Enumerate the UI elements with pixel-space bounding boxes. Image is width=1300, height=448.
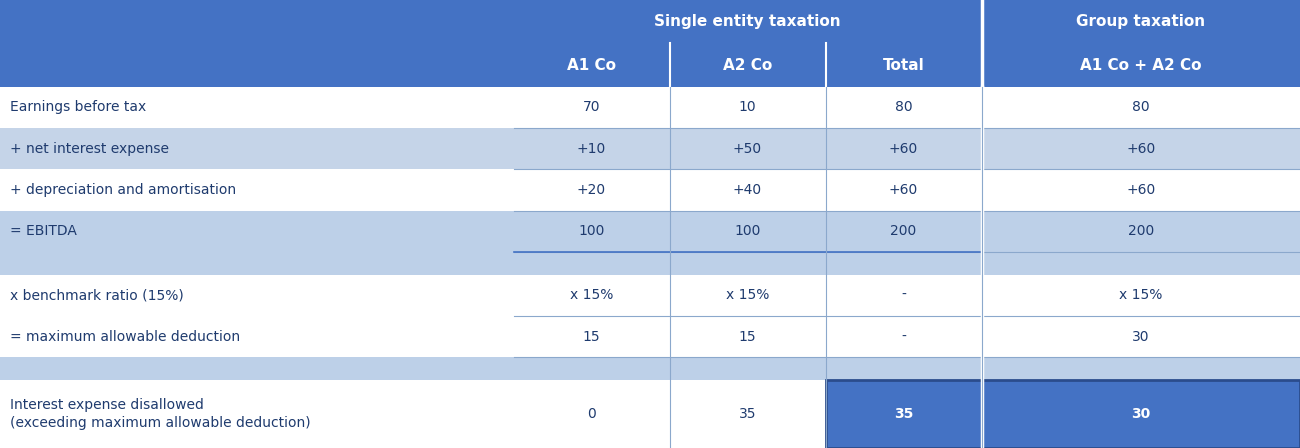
Bar <box>670 169 826 211</box>
Bar <box>982 316 1300 357</box>
Bar <box>826 275 982 316</box>
Bar <box>982 169 1300 211</box>
Text: x 15%: x 15% <box>1119 288 1162 302</box>
Bar <box>826 128 982 169</box>
Text: 200: 200 <box>891 224 916 238</box>
Text: 0: 0 <box>588 407 595 421</box>
Bar <box>982 128 1300 169</box>
Text: 100: 100 <box>734 224 760 238</box>
Text: +60: +60 <box>889 142 918 155</box>
Bar <box>514 128 670 169</box>
Text: + net interest expense: + net interest expense <box>10 142 169 155</box>
Text: = EBITDA: = EBITDA <box>10 224 77 238</box>
Bar <box>670 128 826 169</box>
Text: 35: 35 <box>894 407 913 421</box>
Bar <box>826 211 982 252</box>
Bar <box>826 252 982 275</box>
Bar <box>0 87 514 128</box>
Bar <box>826 380 982 448</box>
Text: A2 Co: A2 Co <box>723 57 772 73</box>
Bar <box>982 380 1300 448</box>
Bar <box>670 87 826 128</box>
Text: x 15%: x 15% <box>725 288 770 302</box>
Bar <box>982 357 1300 380</box>
Text: + depreciation and amortisation: + depreciation and amortisation <box>10 183 237 197</box>
Text: 100: 100 <box>578 224 604 238</box>
Text: 30: 30 <box>1132 330 1149 344</box>
Text: 30: 30 <box>1131 407 1150 421</box>
Bar <box>0 316 514 357</box>
Text: A1 Co + A2 Co: A1 Co + A2 Co <box>1080 57 1201 73</box>
Text: 80: 80 <box>1132 100 1149 114</box>
Text: +40: +40 <box>733 183 762 197</box>
Text: -: - <box>901 288 906 302</box>
Bar <box>514 275 670 316</box>
Bar <box>670 357 826 380</box>
Bar <box>514 211 670 252</box>
Text: Total: Total <box>883 57 924 73</box>
Text: A1 Co: A1 Co <box>567 57 616 73</box>
Text: 70: 70 <box>582 100 601 114</box>
Text: Earnings before tax: Earnings before tax <box>10 100 147 114</box>
Bar <box>0 128 514 169</box>
Text: = maximum allowable deduction: = maximum allowable deduction <box>10 330 240 344</box>
Bar <box>670 316 826 357</box>
Bar <box>514 357 670 380</box>
Text: Group taxation: Group taxation <box>1076 14 1205 29</box>
Bar <box>0 380 514 448</box>
Bar <box>514 380 670 448</box>
Bar <box>514 316 670 357</box>
Text: 80: 80 <box>894 100 913 114</box>
Text: 15: 15 <box>738 330 757 344</box>
Bar <box>0 43 1300 87</box>
Bar <box>0 0 1300 43</box>
Text: +60: +60 <box>1126 183 1156 197</box>
Bar <box>0 211 514 252</box>
Text: x benchmark ratio (15%): x benchmark ratio (15%) <box>10 288 185 302</box>
Bar <box>826 316 982 357</box>
Text: Interest expense disallowed
(exceeding maximum allowable deduction): Interest expense disallowed (exceeding m… <box>10 398 311 430</box>
Bar <box>670 275 826 316</box>
Text: 10: 10 <box>738 100 757 114</box>
Bar <box>982 275 1300 316</box>
Text: +60: +60 <box>1126 142 1156 155</box>
Text: 15: 15 <box>582 330 601 344</box>
Bar <box>826 357 982 380</box>
Text: +60: +60 <box>889 183 918 197</box>
Bar <box>514 252 670 275</box>
Bar <box>982 211 1300 252</box>
Bar <box>670 380 826 448</box>
Bar <box>0 169 514 211</box>
Bar <box>826 380 1300 448</box>
Text: +10: +10 <box>577 142 606 155</box>
Bar <box>514 169 670 211</box>
Bar <box>670 252 826 275</box>
Bar <box>0 275 514 316</box>
Bar <box>514 87 670 128</box>
Text: +50: +50 <box>733 142 762 155</box>
Bar <box>0 357 514 380</box>
Text: 200: 200 <box>1127 224 1154 238</box>
Text: +20: +20 <box>577 183 606 197</box>
Text: Single entity taxation: Single entity taxation <box>654 14 841 29</box>
Text: x 15%: x 15% <box>569 288 614 302</box>
Bar <box>982 252 1300 275</box>
Text: 35: 35 <box>738 407 757 421</box>
Text: -: - <box>901 330 906 344</box>
Bar <box>670 211 826 252</box>
Bar <box>826 169 982 211</box>
Bar <box>982 87 1300 128</box>
Bar <box>826 87 982 128</box>
Bar <box>0 252 514 275</box>
